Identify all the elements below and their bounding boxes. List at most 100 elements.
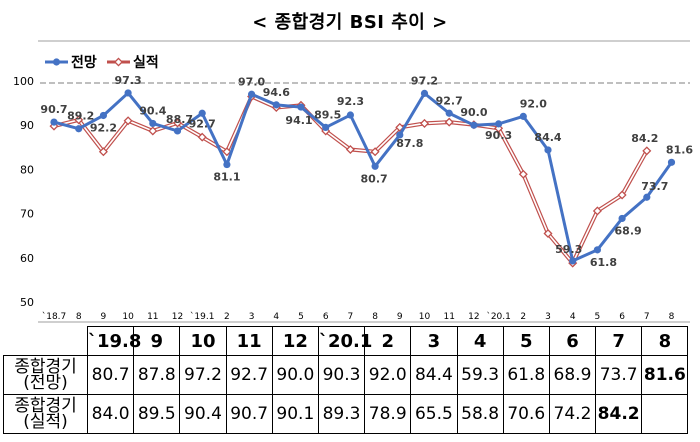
table-row-forecast: 종합경기 (전망) 80.7 87.8 97.2 92.7 90.0 90.3 92.0 84.… [3, 355, 689, 395]
data-label-forecast: 61.8 [590, 256, 617, 269]
data-label-forecast: 97.3 [115, 74, 142, 87]
data-label-forecast: 73.7 [641, 180, 668, 193]
data-point-actual [419, 118, 430, 128]
table-header-cell: 12 [271, 326, 319, 356]
table-cell: 90.4 [179, 394, 227, 434]
x-tick-label: 4 [273, 312, 279, 322]
table-cell: 78.9 [364, 394, 412, 434]
data-point-forecast [75, 125, 83, 133]
data-point-forecast [50, 118, 58, 126]
line-chart: 50 60 70 80 90 100 `18.7 8 9 10 11 12 `19.1 2 3 4 5 6 7 8 9 1… [13, 40, 693, 323]
table-cell: 92.7 [225, 355, 273, 395]
x-tick-label: 11 [147, 312, 158, 322]
data-label-forecast: 92.0 [520, 97, 547, 110]
x-tick-label: 2 [224, 312, 230, 322]
legend: 전망 실적 [45, 54, 159, 71]
data-point-forecast [371, 162, 379, 170]
x-tick-label: 2 [520, 312, 526, 322]
data-label-forecast: 88.7 [166, 113, 193, 126]
data-label-forecast: 90.3 [485, 129, 512, 142]
data-point-forecast [223, 160, 231, 169]
table-cell: 92.0 [364, 355, 412, 395]
x-tick-label: 8 [669, 312, 675, 322]
data-label-forecast: 90.4 [139, 104, 166, 117]
x-tick-label: 3 [545, 312, 551, 322]
data-point-forecast [248, 90, 256, 98]
table-row-actual: 종합경기 (실적) 84.0 89.5 90.4 90.7 90.1 89.3 78.9 65.… [3, 394, 689, 434]
data-point-forecast [173, 127, 182, 135]
table-cell: 73.7 [595, 355, 643, 395]
table-corner [3, 326, 88, 356]
data-table: `19.8 9 10 11 12 `20.1 2 3 4 5 6 7 8 종합경기 (전망) 80.7 87… [3, 326, 689, 434]
x-tick-label: 12 [172, 312, 183, 322]
x-tick-label: 3 [249, 312, 255, 322]
data-point-actual [444, 117, 454, 127]
y-tick-label: 50 [20, 296, 34, 309]
data-point-actual [172, 118, 183, 128]
data-point-actual [222, 147, 232, 157]
table-cell: 74.2 [548, 394, 597, 434]
table-header-cell: 11 [225, 326, 273, 356]
series-line-actual-inner [53, 95, 648, 264]
table-row-label: 종합경기 (실적) [3, 394, 88, 434]
x-tick-label: 4 [570, 312, 576, 322]
data-label-forecast: 68.9 [615, 224, 642, 237]
legend-marker-forecast [52, 58, 61, 66]
data-point-forecast [495, 120, 503, 128]
data-label-forecast: 81.6 [666, 143, 693, 156]
data-label-forecast: 84.4 [534, 131, 561, 144]
x-tick-label: 5 [298, 312, 304, 322]
x-tick-label: 11 [443, 312, 454, 322]
x-tick-label: 6 [619, 312, 625, 322]
data-point-forecast [396, 131, 404, 139]
x-tick-label: 10 [122, 312, 134, 322]
data-point-forecast [198, 109, 206, 117]
data-point-actual [395, 122, 405, 132]
table-header-row: `19.8 9 10 11 12 `20.1 2 3 4 5 6 7 8 [3, 326, 689, 356]
data-point-actual [197, 132, 207, 142]
data-point-forecast [297, 103, 305, 111]
table-cell: 89.5 [133, 394, 181, 434]
x-tick-label: `20.1 [486, 311, 511, 322]
table-cell: 59.3 [456, 355, 504, 395]
x-tick-label: 8 [76, 312, 82, 322]
table-header-cell: 10 [179, 326, 227, 356]
data-point-forecast [445, 109, 453, 117]
data-point-forecast [322, 123, 330, 132]
table-cell [641, 394, 689, 434]
data-point-actual [123, 116, 133, 126]
data-label-forecast: 94.1 [285, 114, 312, 127]
x-tick-label: 7 [348, 312, 354, 322]
table-header-cell: `19.8 [86, 326, 141, 356]
data-label-forecast: 87.8 [396, 137, 423, 150]
data-point-actual [74, 115, 84, 125]
table-cell: 90.3 [317, 355, 366, 395]
table-cell: 90.1 [271, 394, 319, 434]
data-label-forecast: 97.2 [411, 74, 438, 87]
table-header-cell: 9 [133, 326, 181, 356]
table-cell: 97.2 [179, 355, 227, 395]
data-label-forecast: 92.7 [189, 117, 216, 130]
data-point-actual [543, 228, 553, 239]
data-point-forecast [272, 101, 280, 109]
table-header-cell: 8 [641, 326, 689, 356]
data-point-actual [148, 126, 158, 136]
series-line-forecast [53, 91, 673, 263]
table-cell: 84.4 [410, 355, 458, 395]
table-header-cell: 3 [410, 326, 458, 356]
table-cell: 84.0 [86, 394, 135, 434]
table-header-cell: 4 [456, 326, 504, 356]
data-point-forecast [544, 146, 552, 154]
data-point-forecast [149, 119, 157, 128]
data-label-actual: 84.2 [631, 132, 658, 145]
table-header-cell: 6 [548, 326, 597, 356]
data-point-forecast [420, 89, 429, 97]
data-point-actual [98, 147, 108, 157]
table-cell: 65.5 [410, 394, 458, 434]
data-label-forecast: 92.3 [337, 95, 364, 108]
y-tick-label: 90 [20, 119, 34, 132]
data-point-forecast [470, 121, 478, 129]
data-label-forecast: 92.2 [90, 121, 117, 134]
table-cell: 70.6 [502, 394, 550, 434]
